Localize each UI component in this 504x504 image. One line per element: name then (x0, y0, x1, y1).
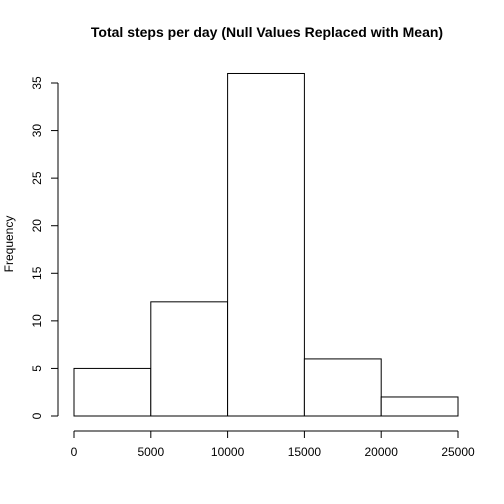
y-tick-label-7: 35 (30, 76, 44, 90)
y-tick-label-2: 10 (30, 314, 44, 328)
x-tick-label-2: 10000 (211, 445, 245, 459)
x-tick-label-5: 25000 (441, 445, 475, 459)
x-tick-label-3: 15000 (288, 445, 322, 459)
y-axis: 0 5 10 15 20 25 30 35 (30, 76, 59, 419)
bars-group (73, 72, 459, 417)
histogram-bar-0 (73, 367, 152, 417)
y-tick-label-1: 5 (30, 365, 44, 372)
x-axis: 0 5000 10000 15000 20000 25000 (71, 430, 475, 459)
y-tick-label-0: 0 (30, 412, 44, 419)
y-tick-label-5: 25 (30, 171, 44, 185)
histogram-bar-2 (227, 72, 305, 417)
histogram-bar-4 (380, 396, 459, 417)
x-tick-label-1: 5000 (137, 445, 164, 459)
y-tick-label-4: 20 (30, 219, 44, 233)
histogram-bar-3 (303, 358, 382, 417)
x-tick-label-4: 20000 (365, 445, 399, 459)
y-tick-label-3: 15 (30, 266, 44, 280)
histogram-bar-1 (150, 301, 229, 417)
x-tick-label-0: 0 (71, 445, 78, 459)
y-axis-label: Frequency (2, 216, 16, 273)
chart-title: Total steps per day (Null Values Replace… (91, 24, 443, 40)
y-tick-label-6: 30 (30, 124, 44, 138)
